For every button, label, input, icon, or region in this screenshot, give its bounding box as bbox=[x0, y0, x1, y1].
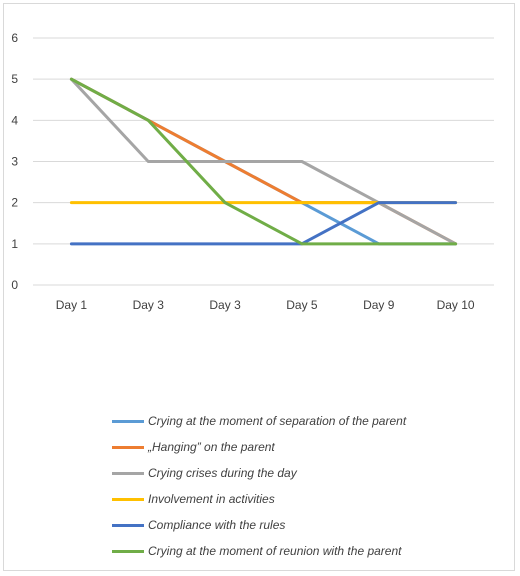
x-tick-label: Day 1 bbox=[56, 298, 88, 312]
y-tick-label: 3 bbox=[11, 155, 18, 169]
y-tick-label: 1 bbox=[11, 237, 18, 251]
line-chart: 0 1 2 3 4 5 6 Day 1 Day 3 Day 3 Day 5 Day 9 Day 10 bbox=[11, 31, 494, 312]
legend-item: „Hanging” on the parent bbox=[112, 434, 512, 460]
x-tick-label: Day 10 bbox=[437, 298, 475, 312]
legend-swatch bbox=[112, 523, 144, 527]
y-tick-label: 2 bbox=[11, 196, 18, 210]
legend-swatch bbox=[112, 549, 144, 553]
chart-legend: Crying at the moment of separation of th… bbox=[112, 408, 512, 564]
y-tick-label: 5 bbox=[11, 72, 18, 86]
y-tick-label: 4 bbox=[11, 113, 18, 127]
legend-swatch bbox=[112, 497, 144, 501]
series-line-2 bbox=[69, 77, 458, 246]
series-line-5 bbox=[69, 77, 458, 246]
legend-item: Crying crises during the day bbox=[112, 460, 512, 486]
legend-label: Crying at the moment of reunion with the… bbox=[148, 544, 402, 558]
series-lines bbox=[69, 77, 458, 246]
x-axis-ticks: Day 1 Day 3 Day 3 Day 5 Day 9 Day 10 bbox=[56, 298, 475, 312]
x-tick-label: Day 9 bbox=[363, 298, 395, 312]
legend-label: Compliance with the rules bbox=[148, 518, 286, 532]
legend-swatch bbox=[112, 471, 144, 475]
x-tick-label: Day 3 bbox=[209, 298, 241, 312]
y-axis-ticks: 0 1 2 3 4 5 6 bbox=[11, 31, 18, 292]
legend-swatch bbox=[112, 445, 144, 449]
legend-item: Crying at the moment of separation of th… bbox=[112, 408, 512, 434]
legend-item: Compliance with the rules bbox=[112, 512, 512, 538]
y-tick-label: 0 bbox=[11, 278, 18, 292]
legend-swatch bbox=[112, 419, 144, 423]
series-line-4 bbox=[69, 201, 458, 246]
y-tick-label: 6 bbox=[11, 31, 18, 45]
legend-item: Crying at the moment of reunion with the… bbox=[112, 538, 512, 564]
legend-label: „Hanging” on the parent bbox=[148, 440, 275, 454]
x-tick-label: Day 3 bbox=[133, 298, 165, 312]
legend-label: Crying at the moment of separation of th… bbox=[148, 414, 407, 428]
legend-item: Involvement in activities bbox=[112, 486, 512, 512]
legend-label: Crying crises during the day bbox=[148, 466, 297, 480]
x-tick-label: Day 5 bbox=[286, 298, 318, 312]
legend-label: Involvement in activities bbox=[148, 492, 275, 506]
